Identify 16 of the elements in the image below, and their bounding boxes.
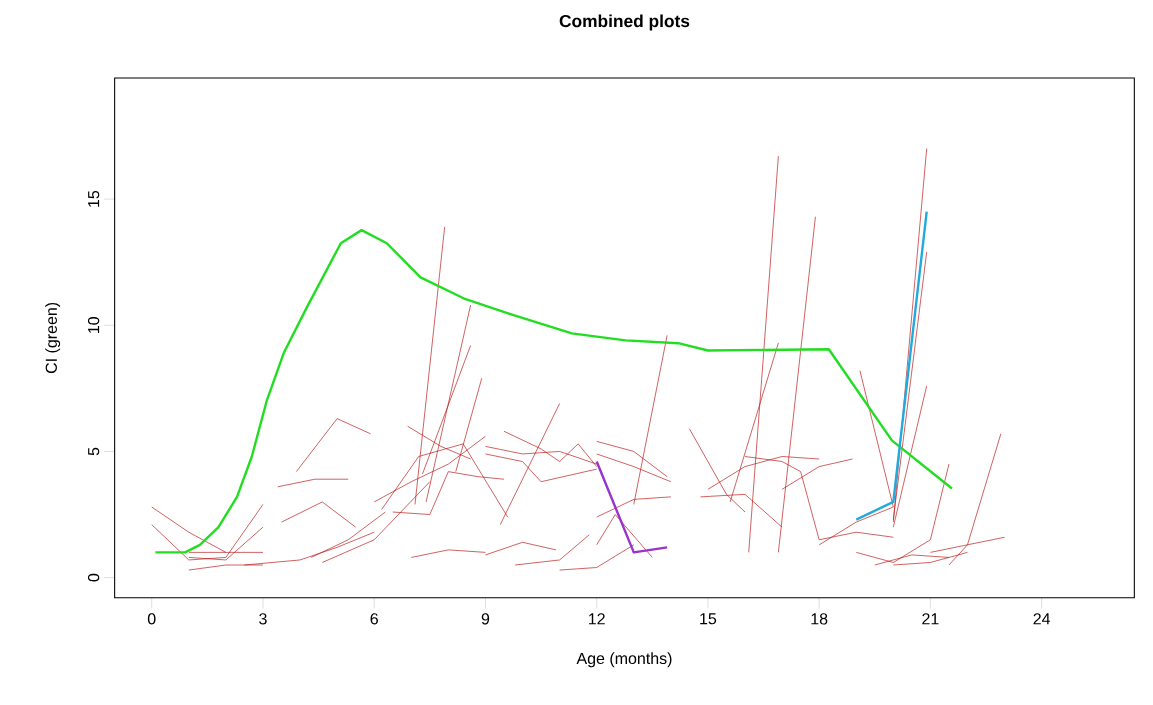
y-tick-label: 0 bbox=[87, 573, 100, 582]
x-tick-label: 18 bbox=[811, 613, 828, 625]
x-tick-label: 6 bbox=[370, 613, 378, 625]
y-tick-label: 5 bbox=[88, 447, 100, 456]
y-tick-label: 15 bbox=[88, 190, 100, 207]
x-tick-label: 3 bbox=[259, 613, 267, 625]
x-tick-label: 24 bbox=[1033, 613, 1051, 625]
x-tick-label: 9 bbox=[481, 613, 490, 625]
x-tick-label: 12 bbox=[589, 613, 605, 625]
y-axis-title: CI (green) bbox=[45, 302, 61, 374]
x-tick-label: 0 bbox=[147, 613, 156, 625]
chart-title: Combined plots bbox=[559, 14, 690, 31]
x-axis-title: Age (months) bbox=[576, 652, 672, 668]
x-tick-label: 15 bbox=[700, 613, 717, 625]
x-tick-label: 21 bbox=[922, 613, 939, 625]
y-tick-label: 10 bbox=[87, 316, 100, 333]
